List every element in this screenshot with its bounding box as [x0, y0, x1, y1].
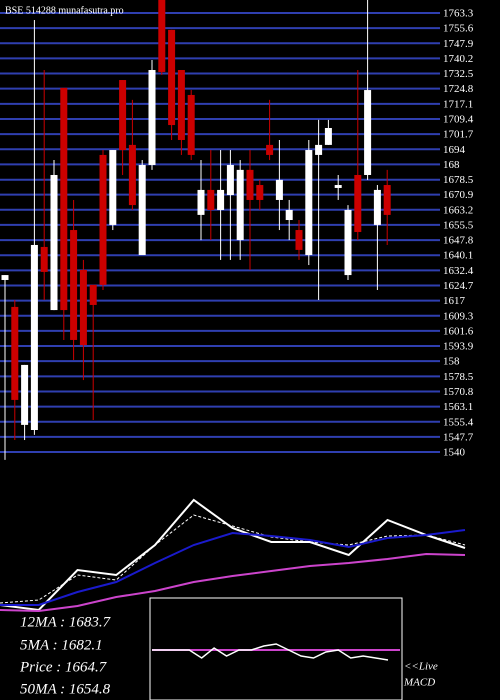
candle-body — [305, 150, 313, 256]
y-tick-label: 1709.4 — [443, 113, 474, 125]
candle-body — [246, 169, 254, 200]
candle-body — [383, 185, 391, 215]
candle-body — [138, 164, 146, 256]
candle-body — [197, 189, 205, 215]
indicator-panel — [0, 498, 466, 613]
y-tick-label: 1663.2 — [443, 204, 473, 216]
y-tick-label: 1640.1 — [443, 250, 473, 262]
y-tick-label: 1624.7 — [443, 280, 474, 292]
candle-body — [70, 230, 78, 340]
y-tick-label: 1555.4 — [443, 416, 474, 428]
y-tick-label: 1563.1 — [443, 401, 473, 413]
candle-body — [315, 144, 323, 155]
candles — [1, 0, 391, 460]
candle-body — [50, 174, 58, 311]
legend-text: Price : 1664.7 — [19, 659, 108, 675]
candle-body — [344, 209, 352, 276]
y-tick-label: 1717.1 — [443, 98, 473, 110]
indicator-line — [0, 529, 466, 606]
candle-body — [1, 275, 9, 280]
y-tick-label: 1747.9 — [443, 38, 474, 50]
y-tick-label: 1678.5 — [443, 174, 474, 186]
y-tick-label: 1609.3 — [443, 310, 474, 322]
candle-body — [207, 189, 215, 210]
y-tick-label: 1740.2 — [443, 53, 473, 65]
y-tick-label: 1540 — [443, 447, 466, 459]
candle-body — [119, 80, 127, 151]
candle-body — [89, 284, 97, 305]
macd-line — [152, 643, 389, 661]
candle-body — [324, 127, 332, 145]
y-tick-label: 1732.5 — [443, 68, 474, 80]
candle-body — [60, 87, 68, 311]
indicator-line — [0, 552, 466, 613]
candle-body — [295, 230, 303, 250]
candle-body — [99, 154, 107, 285]
legend-text: 5MA : 1682.1 — [20, 637, 103, 653]
y-tick-label: 1632.4 — [443, 265, 474, 277]
y-tick-label: 1755.6 — [443, 23, 474, 35]
y-tick-label: 1670.9 — [443, 189, 474, 201]
legend-text: 12MA : 1683.7 — [20, 614, 112, 630]
candle-body — [373, 189, 381, 225]
grid: 1763.3 1755.6 1747.9 1740.2 1732.5 1724.8 1717… — [0, 8, 474, 459]
macd-label: MACD — [403, 677, 435, 689]
candle-body — [79, 269, 87, 346]
candle-body — [364, 90, 372, 175]
chart-title: BSE 514288 munafasutra.pro — [5, 5, 124, 16]
candle-body — [148, 69, 156, 165]
candle-body — [226, 164, 234, 196]
live-link[interactable]: <<Live — [404, 661, 438, 673]
y-tick-label: 1570.8 — [443, 386, 474, 398]
y-tick-label: 168 — [443, 159, 460, 171]
candle-body — [275, 179, 283, 200]
y-tick-label: 1578.5 — [443, 371, 474, 383]
y-tick-label: 1724.8 — [443, 83, 474, 95]
legend-text: 50MA : 1654.8 — [20, 681, 111, 697]
indicator-line — [0, 514, 466, 604]
candle-body — [30, 244, 38, 431]
indicator-line — [0, 498, 466, 612]
candle-body — [21, 364, 29, 425]
candle-body — [11, 306, 19, 400]
y-tick-label: 158 — [443, 356, 460, 368]
y-tick-label: 1617 — [443, 295, 466, 307]
candle-body — [334, 185, 342, 188]
y-tick-label: 1694 — [443, 144, 466, 156]
y-tick-label: 1601.6 — [443, 325, 474, 337]
y-tick-label: 1763.3 — [443, 8, 474, 20]
candle-body — [109, 150, 117, 225]
y-tick-label: 1593.9 — [443, 341, 474, 353]
candle-body — [158, 0, 166, 72]
y-tick-label: 1655.5 — [443, 219, 474, 231]
candle-body — [354, 174, 362, 233]
candle-body — [285, 209, 293, 221]
candle-body — [168, 29, 176, 126]
y-tick-label: 1701.7 — [443, 129, 474, 141]
y-tick-label: 1647.8 — [443, 235, 474, 247]
candle-body — [217, 189, 225, 210]
candle-body — [128, 144, 136, 206]
macd-panel — [152, 643, 400, 661]
candle-body — [177, 69, 185, 140]
candle-body — [187, 94, 195, 155]
candle-body — [266, 144, 274, 155]
candle-body — [40, 246, 48, 272]
y-tick-label: 1547.7 — [443, 431, 474, 443]
candle-body — [256, 185, 264, 200]
candle-body — [236, 169, 244, 241]
